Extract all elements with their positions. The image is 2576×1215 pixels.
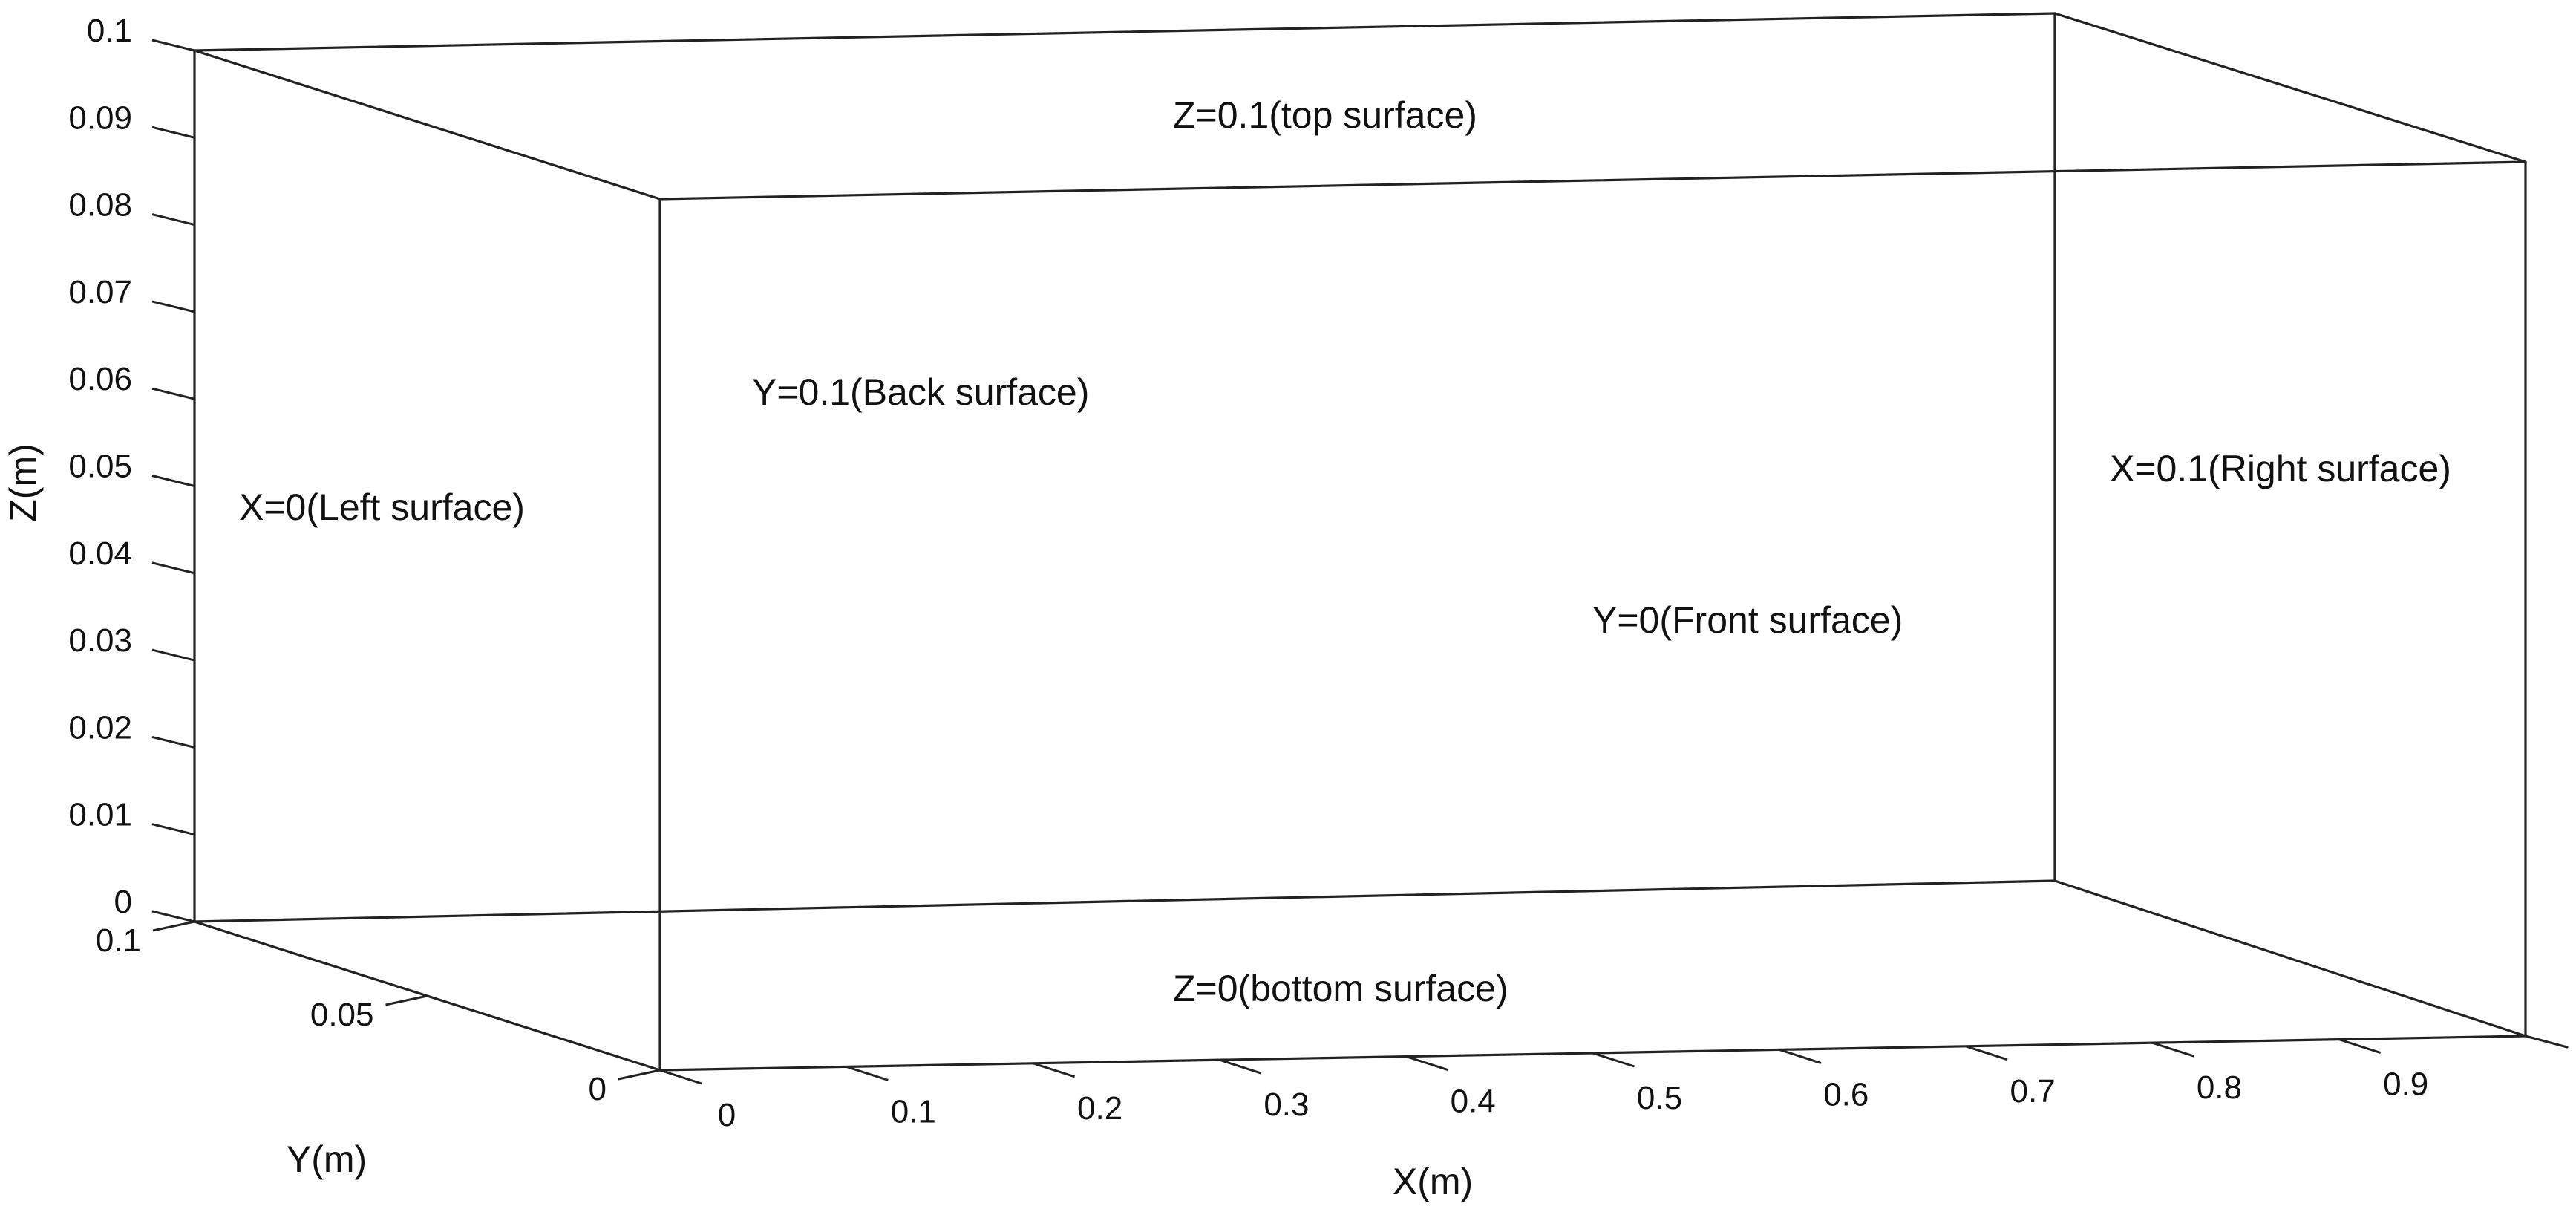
z-tick-label: 0.02	[68, 709, 132, 746]
y-axis: 0 0.05 0.1	[96, 920, 661, 1107]
z-axis: 0 0.01 0.02 0.03 0.04 0.05 0.06 0.07 0.08 0.09 0.1	[68, 13, 195, 923]
x-axis-title: X(m)	[1393, 1161, 1473, 1202]
x-tick	[1965, 1045, 2008, 1061]
x-tick-label: 0.4	[1451, 1084, 1496, 1120]
z-tick-label: 0.01	[68, 797, 132, 833]
x-tick-label: 0.8	[2197, 1069, 2242, 1106]
edge-depth-bottom-right	[2053, 879, 2527, 1038]
edge-depth-top-left	[193, 49, 661, 201]
z-tick	[151, 910, 195, 923]
y-tick-label: 0.05	[310, 997, 374, 1033]
z-tick	[151, 387, 195, 400]
y-axis-title: Y(m)	[287, 1139, 367, 1180]
y-tick	[385, 994, 428, 1006]
x-tick-label: 0.3	[1264, 1087, 1309, 1123]
box-edges	[193, 12, 2569, 1072]
z-axis-title: Z(m)	[2, 443, 44, 522]
x-tick	[659, 1069, 702, 1085]
z-tick	[151, 648, 195, 662]
x-tick	[2338, 1038, 2382, 1055]
z-tick-label: 0.05	[68, 449, 132, 485]
edge-depth-top-right	[2053, 12, 2527, 163]
z-tick-label: 0.07	[68, 274, 132, 310]
z-tick-label: 0.09	[68, 100, 132, 136]
y-tick	[618, 1069, 661, 1081]
x-axis: 0 0.1 0.2 0.3 0.4 0.5 0.6 0.7 0.8 0.9	[659, 1038, 2428, 1133]
z-tick-label: 0.06	[68, 361, 132, 397]
y-tick-label: 0.1	[96, 922, 141, 959]
z-tick	[151, 735, 195, 749]
z-tick-label: 0	[114, 884, 132, 920]
z-tick	[151, 213, 195, 227]
x-tick-label: 0.9	[2383, 1066, 2428, 1103]
z-tick	[151, 300, 195, 313]
top-surface-label: Z=0.1(top surface)	[1173, 94, 1477, 136]
x-tick	[1779, 1048, 1822, 1064]
back-surface-label: Y=0.1(Back surface)	[752, 371, 1089, 413]
z-tick	[151, 823, 195, 836]
x-tick-label: 0.5	[1637, 1080, 1682, 1116]
x-tick-label: 0	[718, 1097, 736, 1133]
z-tick-label: 0.1	[87, 13, 132, 49]
z-tick	[151, 126, 195, 139]
x-tick	[1219, 1058, 1262, 1075]
x-tick-label: 0.1	[891, 1093, 936, 1130]
z-tick	[151, 475, 195, 487]
x-tick-label: 0.6	[1823, 1076, 1869, 1113]
y-tick-label: 0	[589, 1071, 607, 1107]
z-tick	[151, 561, 195, 575]
edge-extension	[2524, 1035, 2569, 1049]
y-tick	[152, 920, 195, 932]
x-tick	[846, 1065, 889, 1081]
x-tick-label: 0.2	[1077, 1090, 1122, 1127]
right-surface-label: X=0.1(Right surface)	[2110, 448, 2451, 489]
bottom-surface-label: Z=0(bottom surface)	[1173, 968, 1508, 1009]
x-tick	[1033, 1062, 1076, 1078]
z-tick-label: 0.04	[68, 535, 132, 572]
z-tick-label: 0.03	[68, 622, 132, 659]
x-tick-label: 0.7	[2010, 1073, 2056, 1110]
x-tick	[1592, 1052, 1635, 1068]
x-tick	[2151, 1041, 2194, 1058]
edge-front-top	[658, 160, 2527, 201]
edge-back-top	[193, 12, 2056, 52]
x-tick	[1405, 1055, 1448, 1072]
front-surface-label: Y=0(Front surface)	[1592, 599, 1903, 641]
left-surface-label: X=0(Left surface)	[239, 486, 525, 528]
z-tick	[151, 39, 195, 52]
z-tick-label: 0.08	[68, 187, 132, 224]
edge-back-bottom	[193, 879, 2056, 923]
